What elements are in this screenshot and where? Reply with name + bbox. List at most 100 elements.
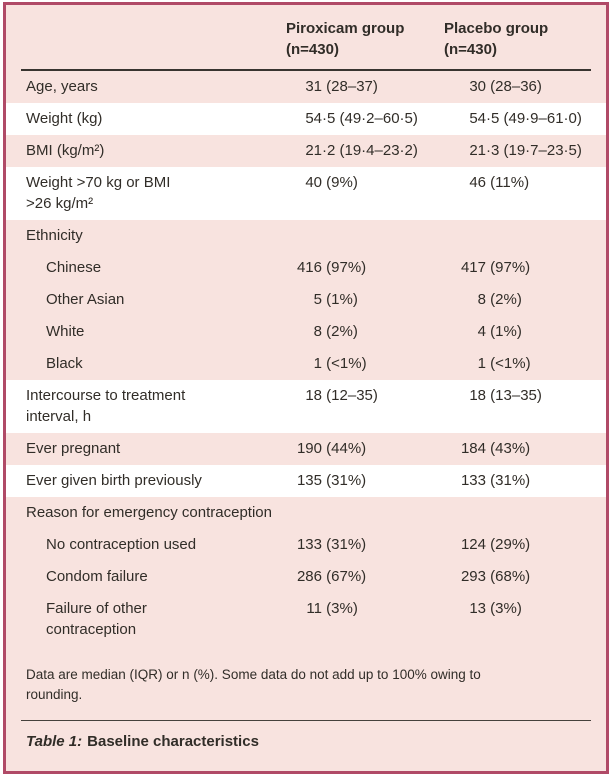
table-row: Chinese 416 (97%) 417 (97%) xyxy=(6,252,606,284)
value-integer-part: 184 xyxy=(460,440,486,457)
row-value-piroxicam: 21·2 (19·4–23·2) xyxy=(266,140,436,161)
row-value-placebo: 133 (31%) xyxy=(436,470,606,491)
row-label: Failure of other contraception xyxy=(46,600,147,638)
row-label: Age, years xyxy=(26,78,98,95)
table-row: Ever pregnant 190 (44%) 184 (43%) xyxy=(6,433,606,465)
row-label: Ethnicity xyxy=(26,227,83,244)
row-value-placebo: 8 (2%) xyxy=(436,289,606,310)
value-integer-part: 133 xyxy=(460,472,486,489)
value-integer-part: 13 xyxy=(469,600,486,617)
row-value-placebo: 30 (28–36) xyxy=(436,76,606,97)
row-value-piroxicam: 5 (1%) xyxy=(266,289,436,310)
row-value-placebo: 54·5 (49·9–61·0) xyxy=(436,108,606,129)
value-rest-part: (31%) xyxy=(322,536,367,553)
value-rest-part: ·2 (19·4–23·2) xyxy=(322,142,418,159)
row-value-placebo: 124 (29%) xyxy=(436,534,606,555)
table-caption: Table 1: Baseline characteristics xyxy=(6,721,606,764)
table-row: Reason for emergency contraception xyxy=(6,497,606,529)
table-footnote: Data are median (IQR) or n (%). Some dat… xyxy=(26,667,481,702)
table-row: White 8 (2%) 4 (1%) xyxy=(6,316,606,348)
value-integer-part: 21 xyxy=(469,142,486,159)
table-row: BMI (kg/m²) 21·2 (19·4–23·2) 21·3 (19·7–… xyxy=(6,135,606,167)
value-integer-part: 190 xyxy=(296,440,322,457)
value-rest-part: (31%) xyxy=(322,472,367,489)
row-value-piroxicam: 286 (67%) xyxy=(266,566,436,587)
value-integer-part: 46 xyxy=(469,174,486,191)
table-row: Condom failure 286 (67%) 293 (68%) xyxy=(6,561,606,593)
row-value-piroxicam: 190 (44%) xyxy=(266,438,436,459)
table-caption-number: Table 1: xyxy=(26,733,83,750)
value-integer-part: 11 xyxy=(306,600,322,617)
table-row: Black 1 (<1%) 1 (<1%) xyxy=(6,348,606,380)
value-integer-part: 4 xyxy=(477,323,486,340)
row-value-piroxicam: 133 (31%) xyxy=(266,534,436,555)
table-row: Age, years 31 (28–37) 30 (28–36) xyxy=(6,71,606,103)
row-value-piroxicam: 18 (12–35) xyxy=(266,385,436,406)
table-caption-title: Baseline characteristics xyxy=(87,733,259,750)
table-row: Weight >70 kg or BMI >26 kg/m² 40 (9%) 4… xyxy=(6,167,606,220)
value-rest-part: (1%) xyxy=(322,291,358,308)
table-frame: Piroxicam group (n=430) Placebo group (n… xyxy=(3,2,609,774)
row-label: BMI (kg/m²) xyxy=(26,142,105,159)
value-rest-part: (31%) xyxy=(486,472,531,489)
header-placebo-group: Placebo group (n=430) xyxy=(444,20,549,58)
value-rest-part: (9%) xyxy=(322,174,358,191)
row-label: Reason for emergency contraception xyxy=(26,504,272,521)
row-label: Intercourse to treatment interval, h xyxy=(26,387,186,425)
value-integer-part: 31 xyxy=(305,78,322,95)
row-label: Condom failure xyxy=(46,568,148,585)
row-value-piroxicam: 31 (28–37) xyxy=(266,76,436,97)
value-rest-part: ·3 (19·7–23·5) xyxy=(486,142,582,159)
value-rest-part: (28–37) xyxy=(322,78,378,95)
table-body: Age, years 31 (28–37) 30 (28–36) Weight … xyxy=(6,71,606,646)
value-rest-part: (3%) xyxy=(322,600,358,617)
value-rest-part: (67%) xyxy=(322,568,367,585)
value-rest-part: (44%) xyxy=(322,440,367,457)
value-integer-part: 124 xyxy=(460,536,486,553)
row-label: Weight >70 kg or BMI >26 kg/m² xyxy=(26,174,171,212)
table-header-row: Piroxicam group (n=430) Placebo group (n… xyxy=(6,5,606,69)
row-value-placebo: 417 (97%) xyxy=(436,257,606,278)
value-rest-part: (2%) xyxy=(486,291,522,308)
row-label: Chinese xyxy=(46,259,102,276)
row-label: Ever pregnant xyxy=(26,440,121,457)
row-value-placebo: 1 (<1%) xyxy=(436,353,606,374)
value-rest-part: (68%) xyxy=(486,568,531,585)
value-integer-part: 417 xyxy=(460,259,486,276)
value-rest-part: (<1%) xyxy=(322,355,367,372)
table-row: Other Asian 5 (1%) 8 (2%) xyxy=(6,284,606,316)
value-integer-part: 1 xyxy=(477,355,486,372)
value-integer-part: 54 xyxy=(469,110,486,127)
header-divider-rule xyxy=(21,69,591,71)
header-piroxicam-group: Piroxicam group (n=430) xyxy=(286,20,405,58)
caption-divider-rule xyxy=(21,720,591,721)
value-integer-part: 54 xyxy=(305,110,322,127)
value-rest-part: (29%) xyxy=(486,536,531,553)
value-integer-part: 1 xyxy=(313,355,322,372)
row-value-piroxicam: 40 (9%) xyxy=(266,172,436,193)
value-integer-part: 8 xyxy=(313,323,322,340)
table-row: Ethnicity xyxy=(6,220,606,252)
value-integer-part: 5 xyxy=(313,291,322,308)
row-value-piroxicam: 8 (2%) xyxy=(266,321,436,342)
row-value-piroxicam: 54·5 (49·2–60·5) xyxy=(266,108,436,129)
row-value-placebo: 293 (68%) xyxy=(436,566,606,587)
value-rest-part: (43%) xyxy=(486,440,531,457)
row-label: Black xyxy=(46,355,83,372)
value-rest-part: (12–35) xyxy=(322,387,378,404)
value-integer-part: 21 xyxy=(305,142,322,159)
row-value-placebo: 46 (11%) xyxy=(436,172,606,193)
row-label: White xyxy=(46,323,85,340)
value-integer-part: 40 xyxy=(305,174,322,191)
table-row: Failure of other contraception 11 (3%) 1… xyxy=(6,593,606,646)
row-value-piroxicam: 416 (97%) xyxy=(266,257,436,278)
row-value-placebo: 184 (43%) xyxy=(436,438,606,459)
value-integer-part: 8 xyxy=(477,291,486,308)
value-integer-part: 293 xyxy=(460,568,486,585)
value-integer-part: 286 xyxy=(296,568,322,585)
row-label: Other Asian xyxy=(46,291,125,308)
value-rest-part: (11%) xyxy=(486,174,530,191)
value-rest-part: (97%) xyxy=(486,259,531,276)
row-value-placebo: 18 (13–35) xyxy=(436,385,606,406)
value-integer-part: 30 xyxy=(469,78,486,95)
